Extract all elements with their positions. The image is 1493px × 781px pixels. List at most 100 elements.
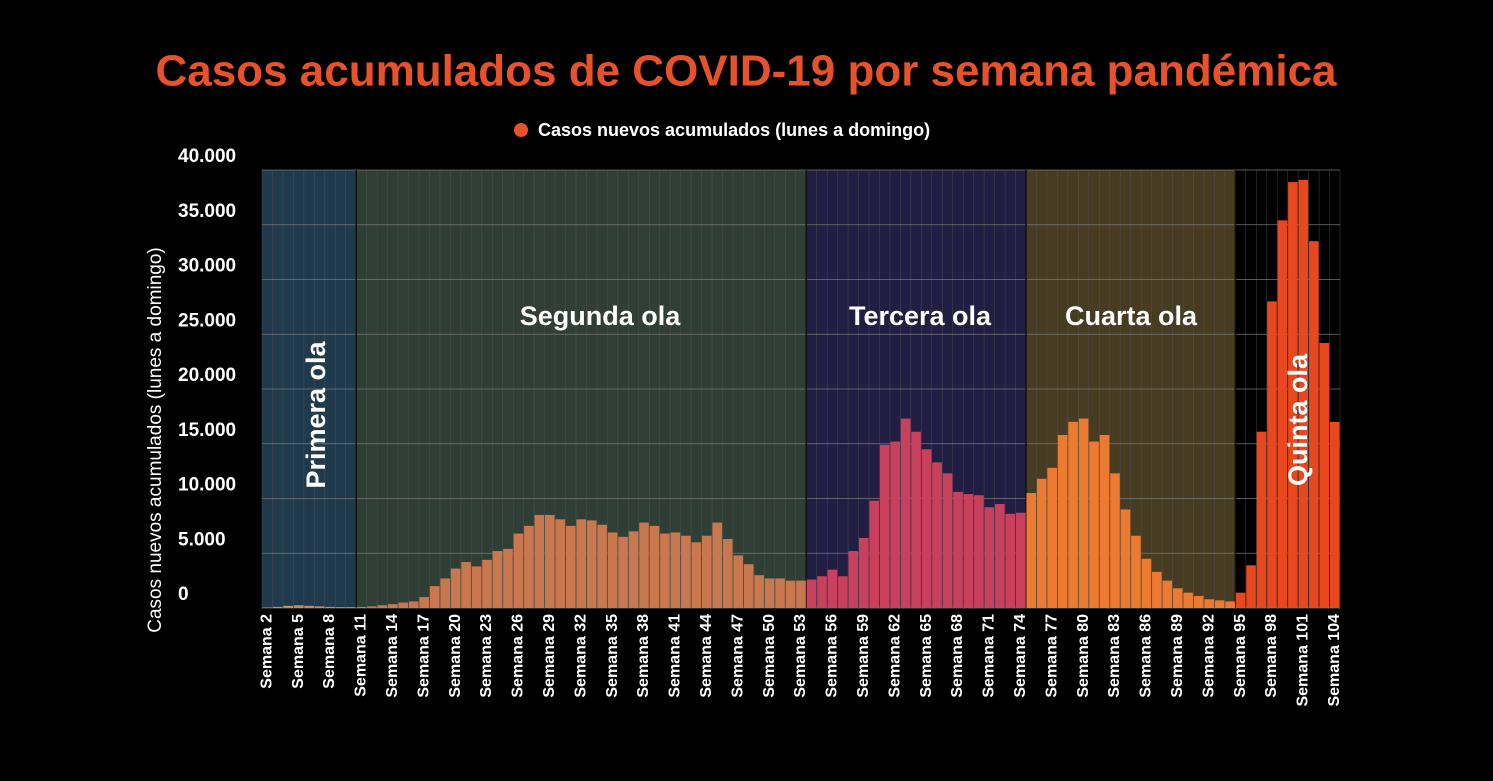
x-tick-label: Semana 65: [918, 614, 935, 698]
x-tick-label: Semana 32: [572, 614, 589, 698]
x-tick-label: Semana 83: [1106, 614, 1123, 698]
bar: [1214, 600, 1225, 608]
bar: [1309, 241, 1319, 609]
bar: [984, 507, 995, 608]
bar: [398, 602, 409, 608]
bar: [356, 606, 367, 608]
y-tick-label: 40.000: [178, 146, 236, 167]
x-tick-label: Semana 17: [415, 614, 432, 698]
bar: [1288, 182, 1298, 609]
x-tick-label: Semana 23: [478, 614, 495, 698]
x-tick-label: Semana 74: [1012, 614, 1029, 698]
x-tick-label: Semana 68: [949, 614, 966, 698]
bar: [879, 444, 890, 608]
x-tick-label: Semana 80: [1075, 614, 1092, 698]
bar: [618, 536, 628, 608]
bar: [775, 578, 785, 608]
bar: [346, 607, 356, 608]
x-tick-label: Semana 89: [1169, 614, 1186, 698]
bar: [838, 576, 848, 608]
legend-swatch: [514, 123, 528, 137]
bar: [576, 519, 587, 608]
bar: [272, 606, 283, 608]
bar: [325, 606, 335, 608]
bar: [1131, 535, 1141, 608]
bar: [1099, 434, 1110, 608]
bar: [764, 578, 775, 608]
bar: [1277, 220, 1288, 608]
x-tick-label: Semana 56: [824, 614, 841, 698]
bar: [524, 525, 534, 608]
bar: [649, 525, 660, 608]
bar: [754, 575, 764, 608]
legend-label: Casos nuevos acumulados (lunes a domingo…: [538, 120, 930, 140]
bar: [293, 605, 304, 608]
x-tick-label: Semana 92: [1200, 614, 1217, 698]
wave-label: Tercera ola: [849, 301, 992, 331]
x-tick-label: Semana 59: [855, 614, 872, 698]
bar: [1267, 301, 1277, 608]
bar: [377, 605, 388, 608]
chart-title: Casos acumulados de COVID-19 por semana …: [155, 47, 1337, 96]
bar: [639, 522, 649, 608]
bar: [555, 519, 566, 608]
bar: [461, 562, 471, 608]
x-tick-label: Semana 8: [321, 614, 338, 689]
bar: [701, 535, 712, 608]
bar: [1036, 478, 1047, 608]
bar: [796, 580, 806, 608]
bar: [388, 604, 398, 608]
bar: [921, 449, 932, 608]
x-tick-label: Semana 98: [1263, 614, 1280, 698]
y-tick-label: 15.000: [178, 420, 236, 441]
x-tick-label: Semana 35: [604, 614, 621, 698]
wave-label: Quinta ola: [1283, 353, 1313, 486]
x-tick-label: Semana 26: [510, 614, 527, 698]
bar: [733, 555, 744, 608]
bar: [911, 431, 921, 608]
bar: [440, 578, 450, 608]
x-tick-label: Semana 77: [1043, 614, 1060, 698]
bar: [869, 500, 880, 608]
y-tick-label: 25.000: [178, 310, 236, 331]
y-tick-label: 20.000: [178, 365, 236, 386]
bar: [806, 579, 817, 608]
bar: [471, 566, 482, 608]
bar: [1193, 595, 1204, 608]
bar: [1172, 588, 1183, 608]
bar: [1204, 599, 1214, 608]
bar: [607, 532, 618, 608]
x-tick-label: Semana 41: [667, 614, 684, 698]
bar: [848, 551, 859, 608]
bar: [712, 522, 723, 608]
x-tick-label: Semana 50: [761, 614, 778, 698]
x-tick-label: Semana 11: [353, 614, 370, 697]
bar: [1120, 509, 1131, 608]
bar: [429, 586, 440, 608]
bar: [492, 551, 503, 608]
bar: [817, 576, 827, 608]
bar: [283, 605, 293, 608]
bar: [1298, 179, 1309, 609]
bar: [1246, 565, 1256, 608]
bar: [827, 569, 838, 608]
bar: [858, 537, 869, 608]
bar: [900, 418, 911, 608]
bar: [1110, 473, 1120, 608]
bar: [953, 491, 963, 608]
bar: [503, 548, 513, 608]
bar: [304, 605, 314, 608]
bar: [597, 524, 607, 608]
y-axis-title: Casos nuevos acumulados (lunes a domingo…: [145, 247, 166, 633]
bar: [1015, 512, 1026, 608]
bar: [995, 503, 1005, 608]
wave-label: Segunda ola: [520, 301, 682, 331]
y-tick-label: 0: [178, 584, 189, 605]
bar: [1329, 421, 1340, 608]
bar: [890, 441, 901, 608]
x-tick-label: Semana 104: [1326, 614, 1343, 707]
bar: [974, 495, 984, 608]
x-tick-label: Semana 86: [1138, 614, 1155, 698]
bar: [743, 564, 754, 608]
bar: [482, 559, 492, 608]
